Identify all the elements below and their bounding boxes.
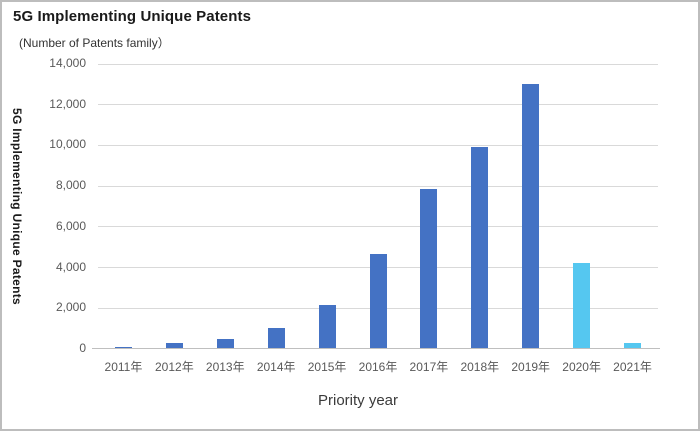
bar-2019年: [522, 84, 540, 349]
bar-2020年: [573, 263, 591, 349]
x-tick-label: 2014年: [256, 360, 296, 374]
gridline: [98, 104, 658, 106]
bar-2012年: [165, 343, 183, 349]
bar-2016年: [369, 254, 387, 349]
chart-subtitle: (Number of Patents family）: [19, 36, 170, 50]
x-tick-label: 2017年: [409, 360, 449, 374]
gridline: [98, 144, 658, 146]
x-axis-line: [92, 348, 660, 349]
bar-2021年: [624, 343, 642, 349]
x-tick-label: 2021年: [613, 360, 652, 374]
x-tick-label: 2011年: [104, 360, 143, 374]
bar-2018年: [471, 147, 489, 349]
y-tick-label: 0: [79, 341, 86, 355]
bar-2014年: [267, 328, 285, 349]
x-tick-label: 2015年: [307, 360, 347, 374]
x-tick-label: 2020年: [562, 360, 601, 374]
x-tick-label: 2013年: [205, 360, 245, 374]
x-tick-label: 2012年: [155, 360, 194, 374]
gridline: [98, 63, 658, 65]
y-tick-label: 8,000: [55, 178, 86, 193]
y-axis-title: 5G Implementing Unique Patents: [10, 107, 24, 306]
bar-2015年: [318, 305, 336, 349]
x-tick-label: 2019年: [511, 360, 551, 374]
plot-area: [98, 63, 658, 349]
y-tick-label: 2,000: [55, 300, 86, 315]
y-tick-label: 4,000: [55, 259, 86, 274]
bar-2017年: [420, 189, 438, 349]
gridline: [98, 185, 658, 187]
y-tick-label: 6,000: [55, 218, 86, 233]
y-tick-label: 12,000: [49, 96, 86, 111]
x-tick-label: 2016年: [358, 360, 398, 374]
y-tick-label: 14,000: [49, 56, 86, 70]
gridline: [98, 226, 658, 228]
y-tick-label: 10,000: [49, 137, 86, 152]
chart-title: 5G Implementing Unique Patents: [13, 8, 252, 25]
bar-2013年: [216, 339, 234, 349]
x-axis-title: Priority year: [317, 392, 399, 409]
x-tick-label: 2018年: [460, 360, 500, 374]
